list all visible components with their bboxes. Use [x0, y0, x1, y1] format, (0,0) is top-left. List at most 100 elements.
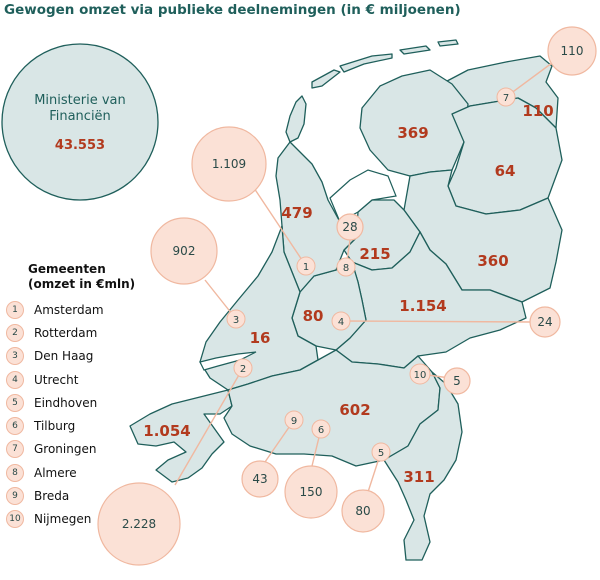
legend-item: 9 Breda: [6, 484, 156, 507]
legend-item: 1 Amsterdam: [6, 298, 156, 321]
bubble-value-almere: 28: [342, 220, 357, 234]
province-limburg: [383, 371, 463, 561]
bubble-value-den-haag: 902: [173, 244, 196, 258]
legend-item-number: 4: [6, 370, 24, 389]
legend-title-line1: Gemeenten: [28, 262, 106, 276]
legend-item: 3 Den Haag: [6, 345, 156, 368]
bubble-value-groningen: 110: [561, 44, 584, 58]
province-zeeland: [129, 389, 233, 483]
bubble-utrecht: [529, 306, 561, 338]
province-friesland: [359, 69, 469, 177]
island-terschelling: [339, 53, 393, 73]
marker-utrecht: [331, 311, 351, 331]
marker-breda: [284, 410, 304, 430]
legend-item-number: 1: [6, 300, 24, 319]
legend-item-name: Tilburg: [34, 419, 76, 434]
leader-rotterdam: [174, 367, 244, 486]
marker-num-amsterdam: 1: [303, 262, 309, 273]
bubble-value-eindhoven: 80: [355, 504, 370, 518]
river-delta: [199, 351, 257, 371]
legend-title: Gemeenten (omzet in €mln): [28, 262, 156, 292]
province-value-drenthe: 64: [495, 162, 516, 180]
province-value-gelderland: 1.154: [399, 297, 446, 315]
marker-num-tilburg: 6: [318, 425, 324, 436]
marker-num-nijmegen: 10: [414, 370, 427, 381]
province-value-limburg: 311: [403, 468, 434, 486]
legend-item: 2 Rotterdam: [6, 321, 156, 344]
legend-item: 10 Nijmegen: [6, 508, 156, 531]
province-value-noord-holland: 479: [281, 204, 312, 222]
legend-item-name: Breda: [34, 489, 70, 504]
marker-eindhoven: [371, 442, 391, 462]
marker-nijmegen: [409, 363, 431, 385]
legend-item-name: Nijmegen: [34, 512, 92, 527]
island-texel: [285, 95, 307, 143]
ministry-label-line1: Ministerie van: [34, 93, 126, 108]
ministry-label-line2: Financiën: [49, 109, 111, 124]
bubble-nijmegen: [443, 367, 471, 395]
ministry-value: 43.553: [55, 138, 105, 153]
legend: Gemeenten (omzet in €mln) 1 Amsterdam 2 Ro…: [6, 262, 156, 531]
bubble-value-tilburg: 150: [300, 485, 323, 499]
marker-num-eindhoven: 5: [378, 448, 384, 459]
marker-num-groningen: 7: [503, 93, 509, 104]
legend-item-number: 8: [6, 463, 24, 482]
legend-item-name: Almere: [34, 465, 77, 480]
bubble-value-utrecht: 24: [537, 315, 552, 329]
bubble-breda: [241, 460, 279, 498]
legend-item: 4 Utrecht: [6, 368, 156, 391]
marker-rotterdam: [233, 358, 253, 378]
legend-item-number: 3: [6, 347, 24, 366]
legend-item-number: 9: [6, 487, 24, 506]
bubble-amsterdam: [191, 126, 267, 202]
marker-amsterdam: [296, 256, 316, 276]
legend-item: 6 Tilburg: [6, 414, 156, 437]
legend-item-number: 5: [6, 393, 24, 412]
legend-item-name: Utrecht: [34, 372, 79, 387]
bubble-tilburg: [284, 465, 338, 519]
province-value-utrecht: 80: [303, 307, 324, 325]
marker-num-rotterdam: 2: [240, 364, 246, 375]
marker-num-utrecht: 4: [338, 317, 344, 328]
legend-title-line2: (omzet in €mln): [28, 277, 136, 291]
province-value-zuid-holland: 16: [250, 329, 271, 347]
leader-utrecht: [340, 320, 533, 323]
legend-item: 5 Eindhoven: [6, 391, 156, 414]
legend-item-name: Amsterdam: [34, 302, 104, 317]
marker-almere: [336, 257, 356, 277]
legend-item-name: Groningen: [34, 442, 97, 457]
ministry-circle: [1, 43, 159, 201]
island-schiermonnikoog: [437, 39, 459, 47]
province-value-groningen: 110: [522, 102, 553, 120]
marker-groningen: [496, 87, 516, 107]
map-title: Gewogen omzet via publieke deelnemingen …: [4, 2, 461, 18]
island-vlieland: [311, 69, 341, 89]
bubble-value-nijmegen: 5: [453, 374, 461, 388]
legend-item-number: 2: [6, 323, 24, 342]
province-value-flevoland: 215: [359, 245, 390, 263]
legend-item-name: Eindhoven: [34, 395, 98, 410]
bubble-groningen: [547, 26, 597, 76]
bubble-rotterdam: [97, 482, 181, 566]
leader-groningen: [505, 59, 557, 98]
legend-item-number: 6: [6, 417, 24, 436]
marker-tilburg: [311, 419, 331, 439]
bubble-almere: [336, 213, 364, 241]
province-value-zeeland: 1.054: [143, 422, 190, 440]
marker-num-den-haag: 3: [233, 315, 239, 326]
province-value-noord-brabant: 602: [339, 401, 370, 419]
province-value-overijssel: 360: [477, 252, 508, 270]
bubble-value-amsterdam: 1.109: [212, 157, 246, 171]
bubble-den-haag: [150, 217, 218, 285]
marker-num-almere: 8: [343, 263, 349, 274]
bubble-eindhoven: [341, 489, 385, 533]
legend-item: 8 Almere: [6, 461, 156, 484]
bubble-value-breda: 43: [252, 472, 267, 486]
bubble-value-rotterdam: 2.228: [122, 517, 156, 531]
legend-item: 7 Groningen: [6, 438, 156, 461]
legend-item-name: Rotterdam: [34, 325, 98, 340]
legend-item-number: 10: [6, 510, 24, 529]
province-value-friesland: 369: [397, 124, 428, 142]
leader-amsterdam: [253, 187, 307, 267]
